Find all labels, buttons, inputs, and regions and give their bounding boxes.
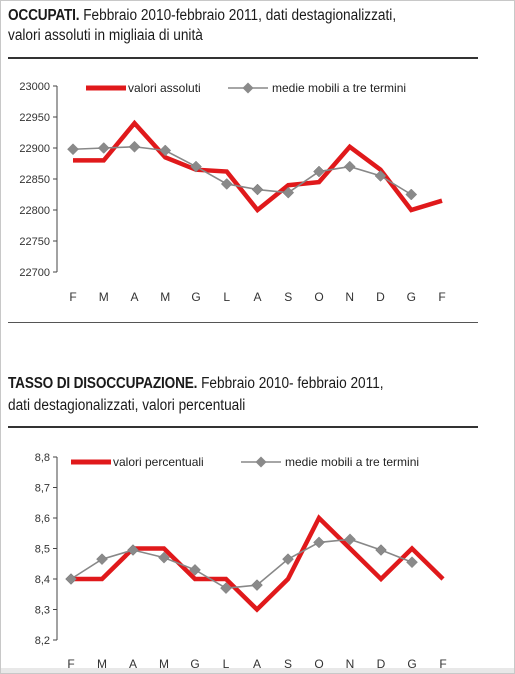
chart2-y-tick-label: 8,5 <box>35 544 50 556</box>
chart1-gray-marker <box>67 143 79 156</box>
chart2-x-tick-label: G <box>190 657 199 671</box>
chart2-gray-marker <box>344 533 356 546</box>
chart2-y-tick-label: 8,4 <box>35 574 50 586</box>
chart2-legend-gray-label: medie mobili a tre termini <box>285 455 419 469</box>
chart1-y-tick-label: 22700 <box>19 267 50 279</box>
chart1-x-tick-label: F <box>69 290 76 304</box>
chart1-gray-marker <box>405 188 418 201</box>
chart2-gray-marker <box>96 553 108 566</box>
chart2-gray-marker <box>220 582 232 595</box>
chart1-legend-gray-label: medie mobili a tre termini <box>272 81 406 95</box>
chart2-gray-marker <box>65 573 77 585</box>
chart1-gray-marker <box>159 144 172 157</box>
chart2-gray-marker <box>251 579 263 591</box>
chart1-y-tick-label: 22950 <box>19 112 50 124</box>
chart1-legend-red-label: valori assoluti <box>128 81 201 95</box>
chart2-x-tick-label: N <box>346 657 355 671</box>
chart2-gray-marker <box>158 551 170 564</box>
chart2-y-tick-label: 8,8 <box>35 452 50 464</box>
chart2-x-tick-label: G <box>407 657 416 671</box>
chart1-x-tick-label: O <box>314 290 323 304</box>
chart1-gray-marker <box>128 140 141 153</box>
chart2-x-tick-label: D <box>377 657 386 671</box>
chart2-x-tick-label: S <box>284 657 292 671</box>
chart1-gray-marker <box>190 160 202 173</box>
chart2-legend-red-label: valori percentuali <box>113 455 204 469</box>
chart1-legend-gray-marker <box>242 82 254 94</box>
chart2-series-gray-line <box>70 538 413 589</box>
chart2-gray-marker <box>375 544 387 556</box>
chart2-x-tick-label: A <box>129 657 137 671</box>
chart2-top-rule <box>8 426 478 428</box>
chart1-x-tick-label: A <box>253 290 261 304</box>
chart2-x-tick-label: M <box>97 657 107 671</box>
chart1-x-tick-label: A <box>130 290 138 304</box>
chart2-y-tick-label: 8,3 <box>35 605 50 617</box>
chart2-title-line: TASSO DI DISOCCUPAZIONE. Febbraio 2010- … <box>8 374 422 394</box>
chart1-gray-marker <box>313 165 325 178</box>
chart1-x-tick-label: N <box>345 290 354 304</box>
chart1-x-tick-label: G <box>407 290 416 304</box>
chart2-x-tick-label: M <box>159 657 169 671</box>
chart1-y-tick-label: 22800 <box>19 205 50 217</box>
chart2-gray-marker <box>313 536 325 549</box>
chart1-subtitle: valori assoluti in migliaia di unità <box>8 27 203 44</box>
chart1-y-tick-label: 23000 <box>19 81 50 93</box>
chart1-y-tick-label: 22850 <box>19 174 50 186</box>
chart2-legend-gray-marker <box>255 456 267 468</box>
chart1-x-tick-label: F <box>438 290 445 304</box>
chart2-title-rest: Febbraio 2010- febbraio 2011, <box>197 375 384 392</box>
chart2-svg: 8,8 8,7 8,6 8,5 8,4 8,3 8,2 F M A M G L A S O N D G Fvalori… <box>35 452 447 671</box>
chart1-gray-marker <box>374 170 387 182</box>
chart2-x-tick-label: L <box>223 657 230 671</box>
chart1-series-red-line <box>73 119 443 214</box>
chart1-y-tick-label: 22750 <box>19 236 50 248</box>
chart2-x-tick-label: A <box>253 657 261 671</box>
bottom-strip <box>0 668 515 674</box>
chart1-gray-marker <box>220 178 233 190</box>
chart1-x-tick-label: M <box>99 290 109 304</box>
chart1-title-bold: OCCUPATI. <box>8 7 80 24</box>
chart2-x-tick-label: F <box>439 657 446 671</box>
chart1-gray-marker <box>251 183 264 196</box>
chart1-bottom-rule <box>8 322 478 323</box>
chart2-y-tick-label: 8,7 <box>35 483 50 495</box>
chart1-y-tick-label: 22900 <box>19 143 50 155</box>
chart1-gray-marker <box>97 142 110 154</box>
chart2-y-tick-label: 8,2 <box>35 635 50 647</box>
chart2-gray-marker <box>127 544 139 556</box>
chart1-title-rest: Febbraio 2010-febbraio 2011, dati destag… <box>79 7 397 24</box>
chart1-gray-marker <box>282 186 295 199</box>
chart1-x-tick-label: G <box>191 290 200 304</box>
chart2-x-tick-label: O <box>314 657 323 671</box>
chart2-gray-marker <box>282 553 294 566</box>
chart2-series-red-line <box>71 514 445 613</box>
chart2-y-tick-label: 8,6 <box>35 513 50 525</box>
chart2-subtitle: dati destagionalizzati, valori percentua… <box>8 397 246 414</box>
chart1-x-tick-label: S <box>284 290 292 304</box>
chart1-svg: 23000 22950 22900 22850 22800 22750 22700 F M A M G… <box>19 81 445 304</box>
chart2-title-bold: TASSO DI DISOCCUPAZIONE. <box>8 375 198 392</box>
chart1-x-tick-label: M <box>160 290 170 304</box>
chart1-x-tick-label: D <box>376 290 385 304</box>
chart1-top-rule <box>8 57 478 59</box>
chart2-gray-marker <box>189 563 201 576</box>
chart2-gray-marker <box>406 556 418 569</box>
chart2-x-tick-label: F <box>67 657 74 671</box>
chart1-x-tick-label: L <box>223 290 230 304</box>
chart1-title-line: OCCUPATI. Febbraio 2010-febbraio 2011, d… <box>8 6 422 26</box>
chart1-gray-marker <box>343 160 356 173</box>
